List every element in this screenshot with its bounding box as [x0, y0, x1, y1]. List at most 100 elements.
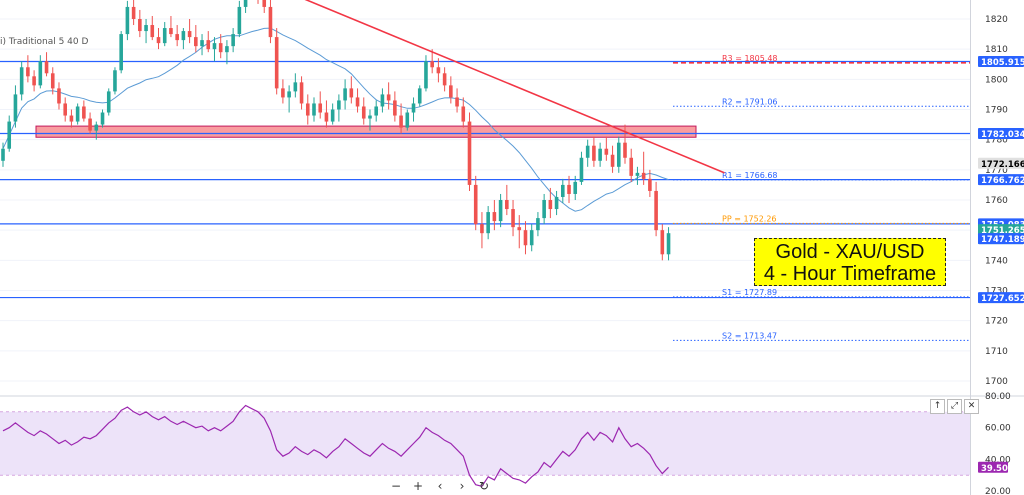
chart-note[interactable]: Gold - XAU/USD 4 - Hour Timeframe [754, 238, 946, 286]
rsi-tick-label: 40.00 [985, 455, 1011, 465]
note-line-1: Gold - XAU/USD [775, 241, 925, 263]
candle-body [119, 34, 123, 71]
pivot-label: R1 = 1766.68 [722, 171, 778, 180]
price-tick-label: 1790 [985, 106, 1008, 116]
candle-body [169, 28, 173, 35]
candle-body [548, 200, 553, 210]
candle-body [498, 200, 503, 222]
candle-body [150, 25, 155, 38]
pivot-label: PP = 1752.26 [722, 214, 777, 223]
price-tick-label: 1740 [985, 256, 1008, 266]
rsi-value-tag: 39.50 [978, 461, 1008, 474]
candle-body [231, 34, 235, 47]
candle-body [175, 34, 179, 41]
price-tag: 1747.189 [978, 233, 1024, 245]
close-pane-button[interactable]: ✕ [964, 399, 979, 414]
price-tag-text: 1751.265 [981, 226, 1024, 236]
candle-body [368, 115, 372, 119]
candle-body [243, 0, 248, 7]
candle-body [505, 200, 509, 210]
zoom-out-button[interactable]: − [390, 479, 402, 493]
reset-chart-button[interactable]: ↻ [478, 479, 490, 493]
candle-body [50, 73, 55, 89]
candle-body [585, 145, 590, 158]
price-tag-box [978, 174, 1024, 186]
candle-body [536, 218, 540, 231]
trendline [304, 0, 725, 174]
candle-body [654, 190, 658, 231]
price-tag-box [978, 128, 1024, 140]
price-tag-text: 1782.034 [981, 130, 1024, 140]
candle-body [635, 172, 640, 176]
candle-body [442, 73, 447, 86]
candle-body [641, 172, 646, 179]
candle-body [361, 106, 366, 119]
price-tick-label: 1710 [985, 347, 1008, 357]
candle-body [293, 82, 298, 92]
candle-body [113, 70, 117, 92]
candle-body [511, 209, 515, 228]
candle-body [131, 6, 136, 19]
candle-body [561, 184, 565, 197]
candle-body [461, 106, 466, 122]
resistance-zone [35, 125, 697, 138]
rsi-line [2, 404, 669, 487]
candle-body [162, 28, 167, 44]
scroll-left-button[interactable]: ‹ [437, 479, 443, 493]
candle-body [69, 115, 74, 122]
candle-body [32, 76, 36, 86]
candle-body [181, 31, 186, 41]
rsi-tick-label: 60.00 [985, 424, 1011, 434]
candle-body [666, 233, 671, 255]
candle-body [7, 121, 12, 149]
price-tick-label: 1770 [985, 166, 1008, 176]
candle-body [200, 40, 204, 47]
candle-body [156, 37, 161, 44]
candle-body [206, 40, 211, 50]
price-tick-label: 1800 [985, 75, 1008, 85]
candle-body [19, 67, 24, 95]
candle-body [324, 112, 329, 122]
rsi-tag-text: 39.50 [981, 464, 1008, 474]
candle-body [660, 230, 665, 255]
candle-body [486, 212, 490, 234]
candle-body [610, 154, 615, 167]
candle-body [405, 112, 410, 128]
candle-body [598, 148, 602, 161]
candle-body [138, 19, 142, 32]
candle-body [411, 103, 416, 113]
candle-body [529, 230, 534, 246]
candle-body [106, 91, 111, 113]
scroll-right-button[interactable]: › [459, 479, 465, 493]
candle-body [75, 106, 80, 122]
candle-body [567, 184, 571, 194]
candle-body [194, 37, 198, 47]
candle-body [380, 94, 385, 107]
price-tag-text: 1747.189 [981, 235, 1024, 245]
rsi-tick-label: 20.00 [985, 487, 1011, 495]
pane-controls: ↑ ⤢ ✕ [930, 399, 979, 414]
restore-pane-button[interactable]: ⤢ [947, 399, 962, 414]
candle-body [225, 46, 229, 53]
maximize-pane-button[interactable]: ↑ [930, 399, 945, 414]
price-tick-label: 1730 [985, 287, 1008, 297]
candle-body [355, 97, 360, 107]
note-line-2: 4 - Hour Timeframe [763, 263, 937, 285]
candle-body [144, 25, 148, 32]
zoom-in-button[interactable]: + [412, 479, 424, 493]
candle-body [305, 103, 310, 116]
price-pane: R3 = 1805.48 R2 = 1791.06 R1 = 1766.68 PP =… [0, 0, 970, 382]
candle-body [1, 148, 5, 161]
candle-body [399, 115, 403, 128]
pivot-label: S1 = 1727.89 [722, 288, 777, 297]
candle-body [386, 94, 391, 101]
candle-body [579, 157, 584, 182]
candle-body [237, 6, 242, 35]
candle-body [374, 106, 378, 116]
price-tag: 1766.762 [978, 174, 1024, 186]
candle-body [63, 103, 67, 116]
price-tick-label: 1700 [985, 377, 1008, 387]
candle-body [523, 230, 528, 246]
chart-toolbar: − + ‹ › ↻ [387, 478, 493, 495]
